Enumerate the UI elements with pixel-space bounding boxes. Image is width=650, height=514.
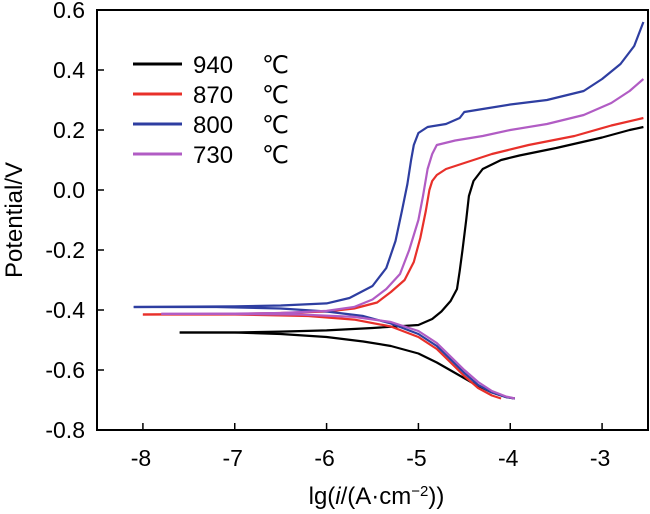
series-940-cathodic-line [179,331,515,400]
y-tick-label: -0.2 [45,237,85,263]
y-tick-label: 0.6 [53,0,85,23]
legend-label-730: 730 [193,142,233,169]
x-tick-label: -6 [314,445,334,471]
x-tick-label: -7 [223,445,243,471]
series-800-cathodic-line [133,305,515,400]
series-940-anodic-line [179,125,644,334]
y-tick-label: 0.2 [53,117,85,143]
series-800-anodic-line [133,21,645,309]
curves-group [133,21,645,400]
y-axis-title: Potential/V [1,162,28,278]
x-axis-title-part: )) [428,483,444,510]
x-axis-title-part: −2 [411,483,428,500]
series-870-cathodic-line [142,313,502,400]
x-axis-title-part: lg( [309,483,336,510]
legend-unit-800: ℃ [262,113,289,139]
legend-unit-870: ℃ [262,83,289,109]
plot-frame [96,9,649,431]
x-tick-label: -8 [131,445,151,471]
legend-label-870: 870 [193,82,233,109]
axis-ticks: -8 -7 -6 -5 -4 -3 -0.8 -0.6 -0.4 -0.2 0.0 0.2 0.4 0.6 [45,0,610,471]
x-tick-label: -4 [498,445,519,471]
x-axis-title-part: /(A·cm [341,483,412,510]
x-axis-title-part: i [335,483,341,510]
legend-unit-940: ℃ [262,53,289,79]
legend-unit-730: ℃ [262,143,289,169]
legend-label-800: 800 [193,112,233,139]
series-730-anodic-line [161,78,645,315]
series-730-cathodic-line [161,312,516,400]
legend: 940 ℃ 870 ℃ 800 ℃ 730 ℃ [133,52,289,169]
y-tick-label: -0.4 [45,297,85,323]
y-tick-label: 0.0 [53,177,85,203]
y-tick-label: 0.4 [53,57,85,83]
x-tick-label: -3 [590,445,610,471]
y-tick-label: -0.8 [45,417,85,443]
x-axis-title: lg(i/(A·cm−2)) [309,483,445,511]
legend-label-940: 940 [193,52,233,79]
x-tick-label: -5 [406,445,426,471]
y-tick-label: -0.6 [45,357,85,383]
